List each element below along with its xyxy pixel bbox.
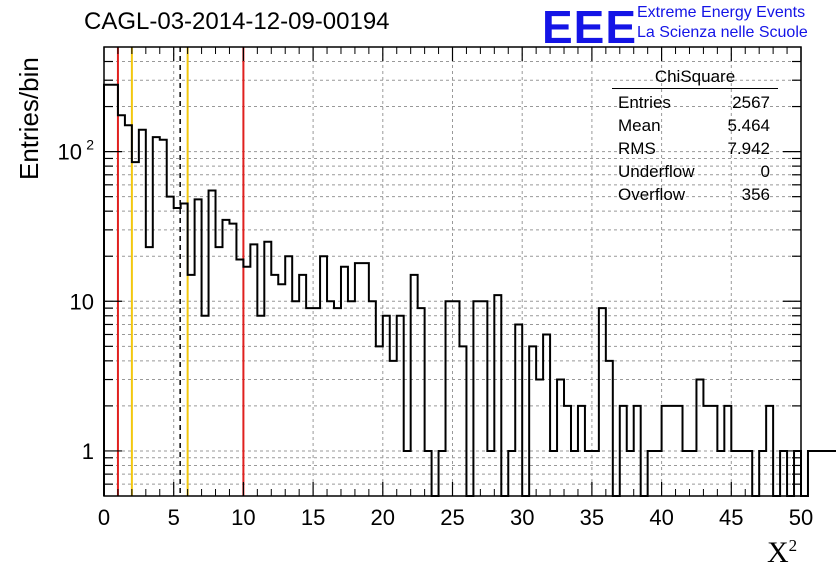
x-tick-label: 30 <box>510 505 534 530</box>
x-tick-label: 50 <box>789 505 813 530</box>
chart-title: CAGL-03-2014-12-09-00194 <box>84 8 390 35</box>
stats-label: Entries <box>618 93 671 112</box>
eee-logo: EEE <box>542 1 638 53</box>
y-tick-label-base: 10 <box>58 140 82 165</box>
stats-value: 0 <box>760 162 770 181</box>
y-tick-label-sup: 2 <box>86 137 94 153</box>
logo-line2: La Scienza nelle Scuole <box>637 24 808 41</box>
stats-label: Overflow <box>618 185 686 204</box>
x-tick-label: 10 <box>231 505 255 530</box>
y-tick-label: 10 <box>58 140 82 165</box>
x-tick-label: 25 <box>440 505 464 530</box>
stats-row: RMS 7.942 <box>612 137 778 160</box>
histogram-steps <box>103 83 836 497</box>
stats-label: Mean <box>618 116 661 135</box>
y-tick-label: 1 <box>82 439 94 464</box>
stats-value: 356 <box>741 185 770 204</box>
x-tick-label: 15 <box>301 505 325 530</box>
stats-row: Underflow 0 <box>612 160 778 183</box>
x-axis-label-sup: 2 <box>788 536 798 555</box>
x-tick-label: 5 <box>168 505 180 530</box>
stats-label: RMS <box>618 139 656 158</box>
x-tick-label: 35 <box>580 505 604 530</box>
stats-row: Entries 2567 <box>612 91 778 114</box>
stats-name: ChiSquare <box>612 66 778 89</box>
x-tick-label: 45 <box>719 505 743 530</box>
stats-value: 7.942 <box>727 139 770 158</box>
logo-line1: Extreme Energy Events <box>637 4 806 21</box>
stats-value: 5.464 <box>727 116 770 135</box>
stats-box: ChiSquare Entries 2567 Mean 5.464 RMS 7.942… <box>612 66 778 206</box>
x-tick-label: 40 <box>649 505 673 530</box>
stats-row: Overflow 356 <box>612 183 778 206</box>
x-tick-label: 20 <box>371 505 395 530</box>
reference-lines <box>116 47 245 496</box>
x-axis-label: X2 <box>767 536 797 570</box>
grid-lines <box>104 47 801 496</box>
x-axis-label-text: X <box>767 536 789 569</box>
stats-row: Mean 5.464 <box>612 114 778 137</box>
stats-value: 2567 <box>732 93 770 112</box>
axis-ticks <box>103 47 802 496</box>
stats-label: Underflow <box>618 162 695 181</box>
x-tick-label: 0 <box>98 505 110 530</box>
y-axis-label: Entries/bin <box>14 57 44 180</box>
y-tick-label: 10 <box>70 289 94 314</box>
